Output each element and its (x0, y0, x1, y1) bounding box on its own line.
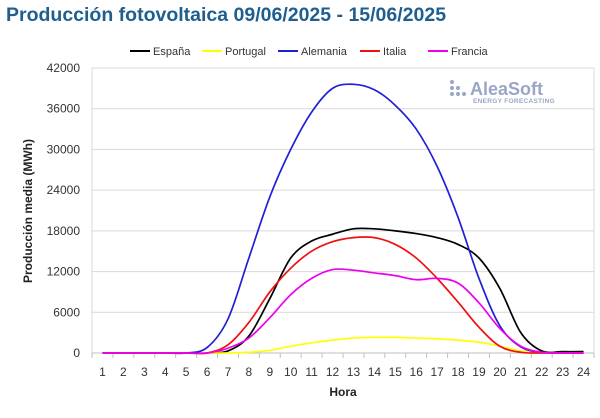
logo-tagline: ENERGY FORECASTING (473, 98, 555, 105)
x-tick-label: 6 (204, 365, 211, 379)
legend-label: España (153, 46, 191, 58)
legend-item-espana: España (130, 46, 191, 58)
legend: España Portugal Alemania Italia Francia (130, 46, 489, 58)
x-tick-label: 24 (577, 365, 591, 379)
x-tick-label: 21 (514, 365, 528, 379)
legend-label: Portugal (225, 46, 266, 58)
legend-item-francia: Francia (428, 46, 489, 58)
x-tick-label: 11 (305, 365, 318, 379)
x-tick-label: 15 (389, 365, 403, 379)
x-tick-label: 8 (246, 365, 253, 379)
logo-name: AleaSoft (470, 79, 543, 99)
page-title: Producción fotovoltaica 09/06/2025 - 15/… (6, 4, 447, 26)
x-tick-label: 14 (368, 365, 382, 379)
y-tick-label: 0 (73, 346, 80, 360)
y-tick-label: 18000 (47, 224, 81, 238)
x-axis-title: Hora (329, 385, 357, 399)
x-tick-label: 19 (472, 365, 486, 379)
y-tick-label: 42000 (47, 61, 81, 75)
legend-label: Alemania (301, 46, 348, 58)
x-tick-label: 7 (225, 365, 232, 379)
aleasoft-logo: AleaSoft ENERGY FORECASTING (450, 79, 555, 105)
x-tick-label: 16 (410, 365, 424, 379)
series-line-espana (102, 227, 584, 354)
y-tick-label: 12000 (47, 265, 81, 279)
x-tick-label: 18 (451, 365, 465, 379)
y-axis-title: Producción media (MWh) (21, 139, 35, 283)
x-tick-label: 23 (556, 365, 570, 379)
legend-label: Italia (383, 46, 407, 58)
x-tick-label: 3 (141, 365, 148, 379)
series-line-francia (102, 268, 584, 355)
logo-dots-icon (450, 80, 466, 96)
x-tick-label: 2 (120, 365, 127, 379)
x-tick-label: 17 (430, 365, 444, 379)
x-tick-label: 1 (99, 365, 106, 379)
y-tick-label: 30000 (47, 142, 81, 156)
x-tick-label: 22 (535, 365, 549, 379)
x-tick-label: 5 (183, 365, 190, 379)
series-line-italia (102, 236, 584, 355)
x-tick-label: 20 (493, 365, 507, 379)
legend-item-italia: Italia (360, 46, 407, 58)
x-tick-label: 4 (162, 365, 169, 379)
legend-label: Francia (451, 46, 489, 58)
y-tick-label: 36000 (47, 102, 81, 116)
legend-item-alemania: Alemania (278, 46, 348, 58)
y-tick-label: 6000 (53, 305, 80, 319)
x-tick-label: 10 (284, 365, 298, 379)
series-lines (102, 83, 584, 355)
legend-item-portugal: Portugal (202, 46, 266, 58)
y-tick-label: 24000 (47, 183, 81, 197)
x-tick-label: 9 (266, 365, 273, 379)
x-tick-label: 12 (326, 365, 340, 379)
x-tick-label: 13 (347, 365, 361, 379)
